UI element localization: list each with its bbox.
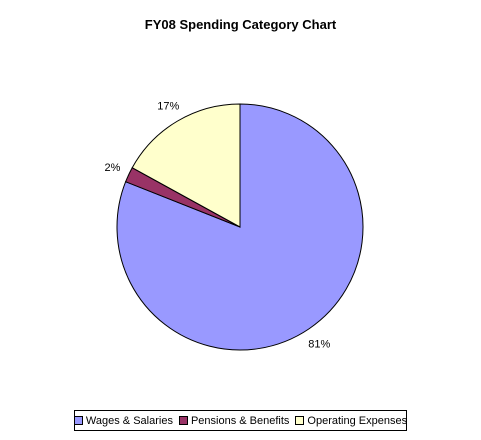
legend-item-wages: Wages & Salaries xyxy=(73,414,173,427)
legend-label-operating: Operating Expenses xyxy=(307,414,408,427)
legend-swatch-pensions xyxy=(178,416,188,425)
legend-label-pensions: Pensions & Benefits xyxy=(190,414,290,427)
legend-item-operating: Operating Expenses xyxy=(295,415,407,427)
legend-item-pensions: Pensions & Benefits xyxy=(178,414,290,427)
pie-slice-wages xyxy=(116,103,364,351)
legend-swatch-wages xyxy=(73,416,83,425)
legend-label-wages: Wages & Salaries xyxy=(85,414,173,427)
pie-slices xyxy=(116,103,364,351)
chart-title: FY08 Spending Category Chart xyxy=(144,17,337,32)
pie-slice-operating xyxy=(131,103,241,228)
pie-label-operating: 17% xyxy=(157,101,179,113)
pie-value-labels: 81% 2% 17% xyxy=(104,101,330,351)
pie-label-wages: 81% xyxy=(308,339,330,351)
legend: Wages & Salaries Pensions & Benefits Ope… xyxy=(73,410,407,431)
pie-label-pensions: 2% xyxy=(104,162,120,174)
pie-chart: 81% 2% 17% xyxy=(104,101,364,351)
legend-swatch-operating xyxy=(295,416,305,425)
